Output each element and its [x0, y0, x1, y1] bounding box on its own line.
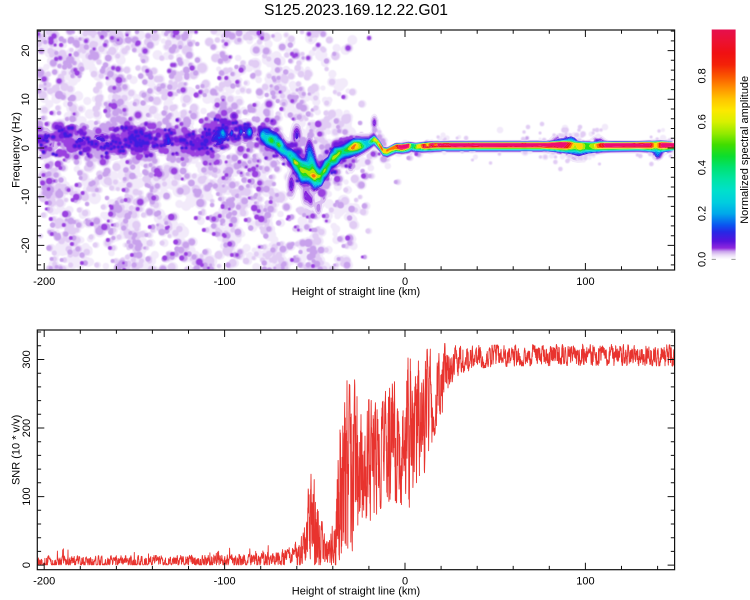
svg-text:-200: -200	[33, 575, 55, 587]
svg-text:0.6: 0.6	[697, 114, 709, 129]
svg-text:0.4: 0.4	[697, 160, 709, 175]
svg-text:-100: -100	[214, 575, 236, 587]
svg-text:0: 0	[21, 562, 33, 568]
svg-text:-10: -10	[20, 189, 32, 205]
svg-text:20: 20	[20, 44, 32, 56]
svg-text:S125.2023.169.12.22.G01: S125.2023.169.12.22.G01	[264, 2, 448, 19]
svg-text:Normalized spectral amplitude: Normalized spectral amplitude	[739, 76, 750, 224]
svg-text:0: 0	[402, 575, 408, 587]
svg-text:0: 0	[20, 145, 32, 151]
svg-text:0.0: 0.0	[697, 252, 709, 267]
svg-text:200: 200	[21, 419, 33, 437]
svg-text:10: 10	[20, 93, 32, 105]
svg-text:0.2: 0.2	[697, 206, 709, 221]
svg-text:100: 100	[21, 487, 33, 505]
svg-text:100: 100	[576, 575, 594, 587]
svg-text:-20: -20	[20, 237, 32, 253]
svg-text:100: 100	[576, 276, 594, 288]
svg-text:300: 300	[21, 350, 33, 368]
svg-text:-200: -200	[33, 276, 55, 288]
svg-text:Height of straight line (km): Height of straight line (km)	[292, 286, 420, 298]
svg-text:-100: -100	[214, 276, 236, 288]
svg-text:Frequency (Hz): Frequency (Hz)	[11, 112, 23, 188]
svg-text:Height of straight line (km): Height of straight line (km)	[292, 585, 420, 597]
svg-text:0.8: 0.8	[697, 68, 709, 83]
svg-text:0: 0	[402, 276, 408, 288]
svg-text:SNR (10 * v/v): SNR (10 * v/v)	[11, 415, 23, 485]
